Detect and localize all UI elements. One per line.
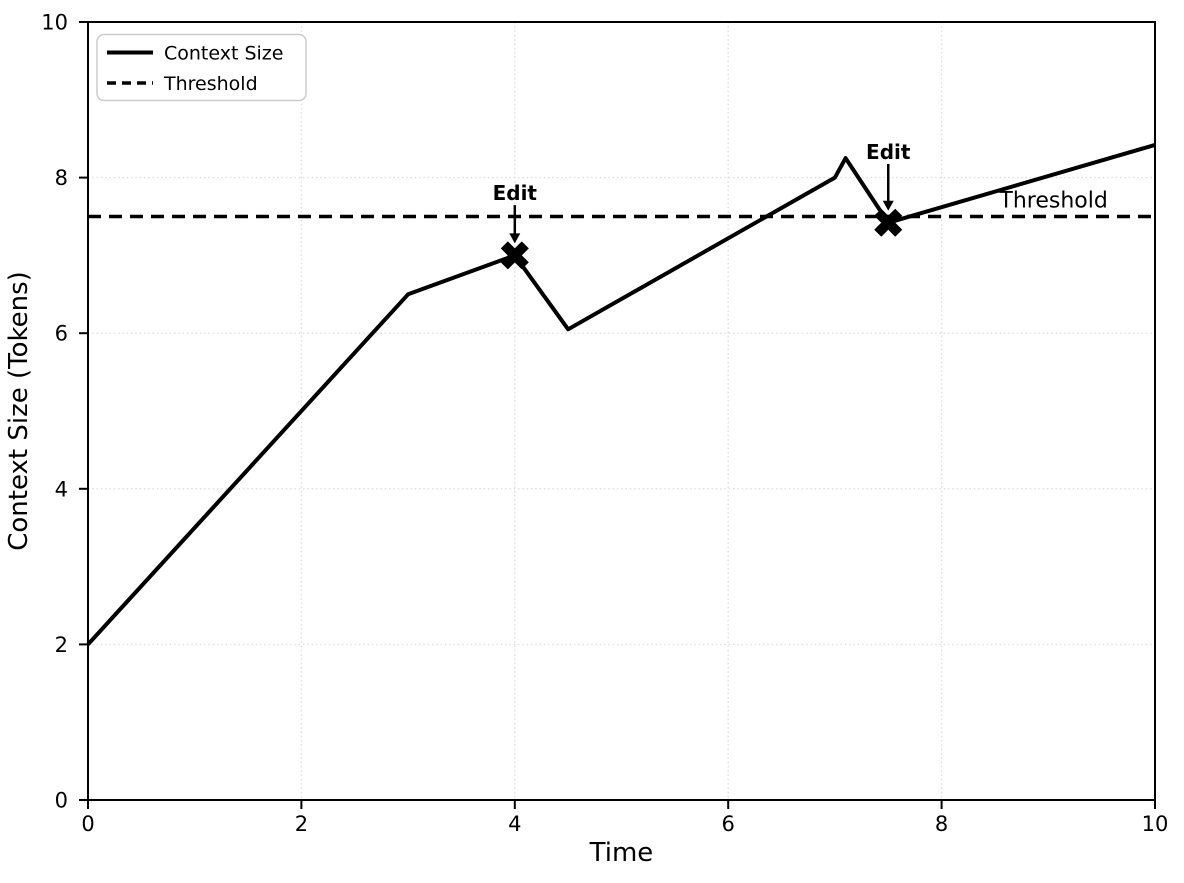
series-line-context-size [86,143,1156,646]
edit-x-marker [874,208,903,237]
series-layer [86,143,1156,646]
edit-annotation-label-1: Edit [493,181,538,205]
edit-annotation-label-2: Edit [866,140,911,164]
x-axis-label: Time [589,838,654,868]
y-axis-label: Context Size (Tokens) [4,271,34,551]
y-tick-label: 2 [55,633,68,657]
legend: Context Size Threshold [96,33,307,102]
x-marker-stroke [874,208,903,237]
x-marker-stroke [500,241,529,270]
axis-layer: 0 2 4 6 8 10 0 2 4 6 8 10 [41,11,1168,837]
x-tick-label: 10 [1142,812,1169,836]
legend-label-context-size: Context Size [164,43,283,65]
edit-x-marker [500,241,529,270]
annotation-arrow-head [509,233,521,244]
y-tick-label: 0 [55,789,68,813]
x-tick-label: 2 [295,812,308,836]
threshold-annotation-label: Threshold [998,188,1107,213]
y-tick-label: 10 [41,11,68,35]
plot-spines [87,21,1156,801]
grid-layer [88,22,1155,800]
annotation-arrow-head [882,200,894,211]
x-tick-label: 0 [81,812,94,836]
y-tick-label: 6 [55,322,68,346]
edit-marker-layer [500,208,903,270]
x-tick-label: 6 [722,812,735,836]
x-tick-label: 4 [508,812,521,836]
y-tick-label: 4 [55,477,68,501]
y-tick-label: 8 [55,166,68,190]
x-tick-label: 8 [935,812,948,836]
annotation-arrow-layer [509,163,894,244]
legend-label-threshold: Threshold [163,73,258,95]
